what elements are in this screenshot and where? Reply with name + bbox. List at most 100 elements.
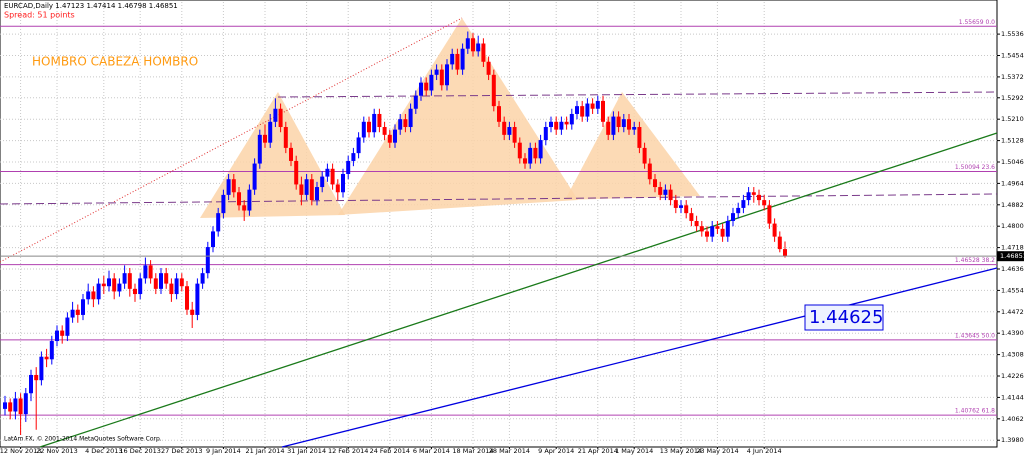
candle-body	[23, 393, 28, 415]
x-tick-label: 27 Dec 2013	[161, 447, 203, 455]
candle-body	[294, 160, 299, 185]
spread-text: Spread: 51 points	[4, 11, 75, 20]
candle-body	[616, 116, 621, 128]
neckline	[0, 193, 998, 205]
right-shoulder	[565, 92, 700, 200]
copyright: LatAm FX, © 2001-2014 MetaQuotes Softwar…	[4, 436, 162, 443]
candle-body	[424, 82, 429, 91]
fib-level-label: 1.40762 61.8	[955, 408, 995, 415]
y-tick-label: 1.50460	[1001, 158, 1024, 166]
candle-body	[153, 278, 158, 289]
y-tick-label: 1.39800	[1001, 436, 1024, 444]
head	[338, 18, 578, 215]
candle-body	[304, 179, 309, 195]
candle-body	[757, 194, 761, 201]
candle-body	[679, 205, 683, 208]
candle-body	[632, 127, 637, 130]
candle-body	[460, 48, 465, 70]
candle-body	[361, 121, 366, 138]
candle-body	[174, 278, 179, 295]
candle-body	[65, 317, 70, 336]
candle-body	[190, 309, 195, 315]
candle-body	[185, 286, 189, 310]
candle-body	[351, 153, 356, 161]
fib-level-label: 1.55659 0.0	[959, 19, 995, 26]
x-tick-label: 12 Feb 2014	[328, 447, 368, 455]
candle-body	[91, 291, 96, 300]
y-tick-label: 1.46360	[1001, 265, 1024, 273]
candle-body	[195, 283, 200, 315]
candle-body	[731, 213, 735, 221]
candle-body	[523, 158, 527, 164]
candle-body	[434, 69, 439, 75]
x-tick-label: 4 Jun 2014	[747, 447, 782, 455]
candle-body	[18, 398, 23, 415]
candle-body	[216, 213, 221, 232]
candle-body	[580, 106, 585, 117]
candle-body	[164, 273, 169, 284]
y-tick-label: 1.43900	[1001, 329, 1024, 337]
candle-body	[455, 53, 460, 70]
candle-body	[39, 356, 44, 381]
candle-body	[528, 147, 533, 164]
y-tick-label: 1.44720	[1001, 308, 1024, 316]
candle-body	[653, 179, 657, 188]
candle-body	[159, 273, 163, 289]
chart-title: EURCAD,Daily 1.47123 1.47414 1.46798 1.4…	[4, 2, 178, 10]
candle-body	[81, 299, 85, 315]
candle-body	[169, 283, 174, 295]
candle-body	[257, 134, 262, 164]
candle-body	[112, 278, 117, 292]
candle-body	[627, 119, 631, 130]
candle-body	[231, 179, 236, 193]
fib-level-label: 1.43645 50.0	[955, 332, 995, 339]
candle-body	[289, 147, 293, 161]
candle-body	[564, 121, 569, 125]
candles	[3, 31, 787, 435]
candle-body	[247, 189, 252, 211]
candle-body	[777, 236, 782, 250]
y-tick-label: 1.52100	[1001, 115, 1024, 123]
x-tick-label: 4 Dec 2013	[85, 447, 122, 455]
candle-body	[621, 119, 626, 128]
y-tick-label: 1.53720	[1001, 73, 1024, 81]
candle-body	[533, 147, 538, 159]
candle-body	[507, 127, 512, 135]
candle-body	[512, 127, 517, 143]
head-shoulders-shapes	[200, 18, 700, 218]
candle-body	[559, 121, 564, 130]
candle-body	[590, 103, 595, 109]
x-tick-label: 21 Apr 2014	[578, 447, 618, 455]
candle-body	[647, 163, 652, 180]
candle-body	[408, 108, 413, 128]
y-tick-label: 1.55360	[1001, 30, 1024, 38]
candle-body	[481, 43, 486, 62]
candle-body	[107, 278, 111, 287]
x-tick-label: 1 May 2014	[615, 447, 653, 455]
candle-body	[689, 213, 694, 221]
annotation-box	[804, 304, 884, 331]
blue-trend-line	[281, 267, 998, 448]
candle-body	[476, 43, 481, 52]
candle-body	[595, 100, 600, 109]
candle-body	[684, 205, 689, 214]
candle-body	[471, 38, 475, 52]
candle-body	[549, 121, 553, 128]
candle-body	[96, 283, 101, 300]
last-price-box	[997, 251, 1024, 262]
candle-body	[268, 121, 273, 143]
candle-body	[242, 205, 247, 211]
candle-body	[320, 176, 325, 188]
candle-body	[393, 129, 397, 143]
x-tick-label: 16 Dec 2013	[119, 447, 161, 455]
candle-body	[346, 160, 351, 174]
x-tick-label: 12 Nov 2013	[0, 447, 41, 455]
candle-body	[86, 291, 91, 300]
y-tick-label: 1.41440	[1001, 393, 1024, 401]
candle-body	[642, 147, 647, 164]
candle-body	[751, 192, 756, 195]
candle-body	[439, 69, 444, 86]
candle-body	[502, 121, 507, 135]
candle-body	[543, 127, 548, 141]
y-tick-label: 1.51280	[1001, 137, 1024, 145]
